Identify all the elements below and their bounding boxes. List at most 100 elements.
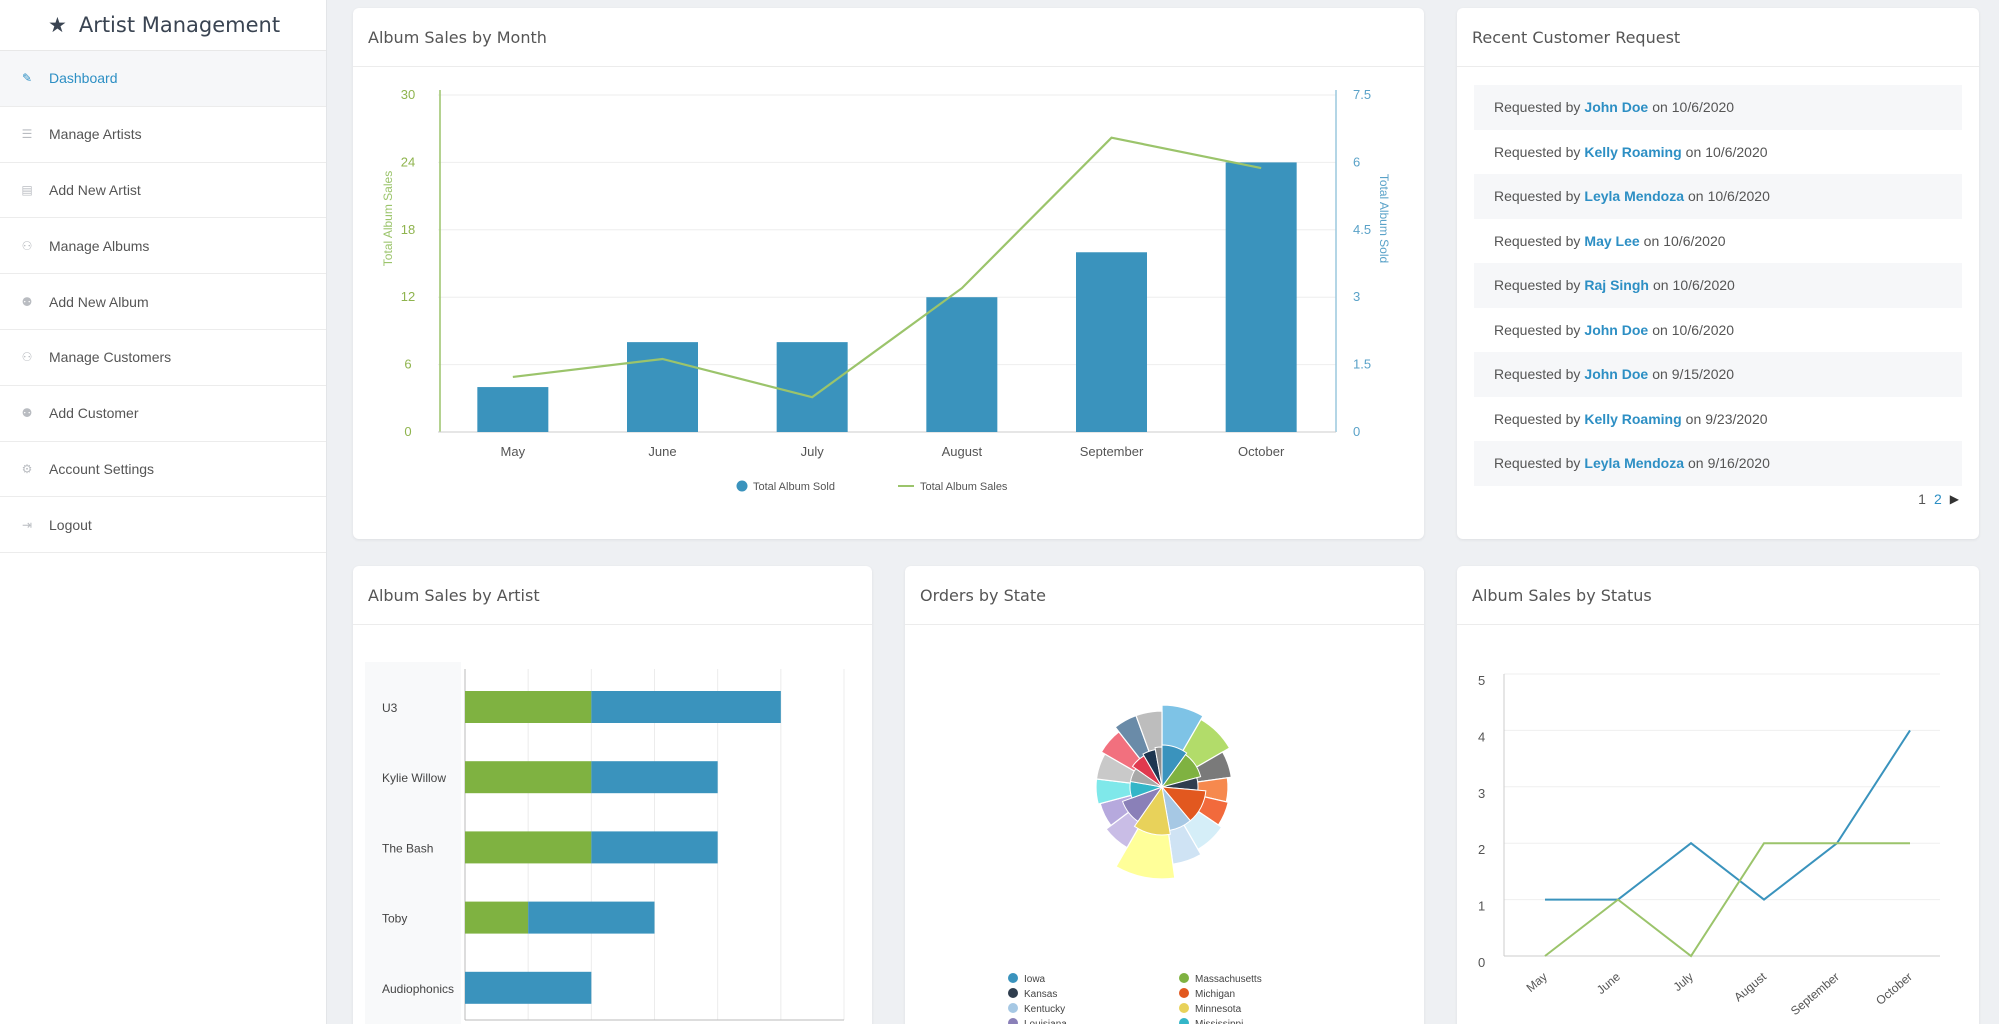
sidebar-item-label: Logout — [49, 516, 92, 533]
bar-total-album-sold — [926, 297, 998, 432]
request-row: Requested by Leyla Mendoza on 10/6/2020 — [1474, 174, 1962, 219]
customer-name-link[interactable]: Kelly Roaming — [1584, 410, 1682, 427]
y-right-axis-title: Total Album Sold — [1377, 174, 1391, 263]
customer-name-link[interactable]: John Doe — [1584, 366, 1649, 383]
card-header: Album Sales by Status — [1457, 566, 1979, 625]
x-tick-label: August — [942, 444, 983, 459]
bar-total-album-sold — [1225, 162, 1297, 432]
legend-marker — [1008, 988, 1018, 998]
bar-total-album-sold — [477, 387, 549, 432]
y-tick-label: 5 — [1478, 673, 1485, 688]
request-date: 10/6/2020 — [1671, 321, 1735, 338]
sidebar-item-manage-albums[interactable]: ⚇ Manage Albums — [0, 218, 326, 275]
sidebar-nav: ✎ Dashboard ☰ Manage Artists ▤ Add New Artist… — [0, 51, 326, 554]
x-tick-label: June — [1594, 969, 1623, 997]
sidebar-item-label: Account Settings — [49, 460, 155, 477]
page-2-link[interactable]: 2 — [1933, 491, 1942, 507]
request-on: on — [1652, 366, 1668, 383]
pagination: 1 2 ▶ — [1918, 491, 1959, 507]
line-total-album-sales — [512, 136, 1262, 399]
customer-name-link[interactable]: John Doe — [1584, 321, 1649, 338]
pie-slice — [1154, 746, 1163, 788]
status-line — [1544, 842, 1910, 958]
x-tick-label: May — [501, 444, 526, 459]
bar-total-album-sold — [1076, 252, 1147, 432]
request-date: 9/16/2020 — [1707, 455, 1770, 472]
legend-marker — [1008, 1003, 1018, 1013]
request-date: 10/6/2020 — [1663, 232, 1726, 249]
legend-label: Louisiana — [1024, 1019, 1067, 1024]
album-sales-by-status-chart: 0 1 2 3 4 5 May June July August September October — [1478, 673, 1940, 1018]
logout-icon: ⇥ — [21, 517, 33, 532]
customer-name-link[interactable]: Raj Singh — [1584, 277, 1649, 294]
legend-label: Mississippi — [1195, 1019, 1243, 1024]
x-tick-label: June — [648, 444, 676, 459]
users-icon: ⚇ — [21, 350, 33, 365]
triangle-right-icon[interactable]: ▶ — [1949, 492, 1959, 506]
card-header: Orders by State — [905, 566, 1424, 625]
request-prefix: Requested by — [1494, 410, 1581, 427]
legend-label: Minnesota — [1195, 1004, 1242, 1015]
request-on: on — [1652, 99, 1668, 116]
album-sales-by-month-chart: 0 6 12 18 24 30 0 1.5 3 4.5 6 7.5 Total Album Sales T… — [381, 87, 1391, 493]
sidebar-item-label: Dashboard — [49, 70, 118, 87]
sidebar-item-logout[interactable]: ⇥ Logout — [0, 497, 326, 554]
sidebar-item-add-new-artist[interactable]: ▤ Add New Artist — [0, 163, 326, 219]
customer-name-link[interactable]: Leyla Mendoza — [1584, 188, 1684, 205]
star-icon: ★ — [48, 13, 67, 37]
y-right-tick-label: 7.5 — [1353, 87, 1371, 102]
card-title: Orders by State — [920, 585, 1046, 605]
bar-segment — [465, 761, 592, 794]
request-row: Requested by May Lee on 10/6/2020 — [1474, 219, 1962, 264]
request-prefix: Requested by — [1494, 99, 1581, 116]
users-icon: ⚇ — [21, 238, 33, 253]
request-prefix: Requested by — [1494, 366, 1581, 383]
legend-label-total-album-sold: Total Album Sold — [753, 481, 835, 493]
bar-segment — [591, 761, 718, 794]
recent-customer-request-card: Recent Customer Request Requested by John… — [1457, 8, 1979, 539]
request-row: Requested by Raj Singh on 10/6/2020 — [1474, 263, 1962, 308]
sidebar-item-account-settings[interactable]: ⚙ Account Settings — [0, 442, 326, 498]
page-1-link[interactable]: 1 — [1918, 491, 1926, 507]
request-on: on — [1688, 188, 1704, 205]
legend-marker-total-album-sold — [736, 480, 748, 492]
legend-label-total-album-sales: Total Album Sales — [920, 481, 1008, 493]
customer-name-link[interactable]: May Lee — [1584, 232, 1640, 249]
orders-by-state-chart: Iowa Massachusetts Kansas Michigan Kentucky M… — [1008, 704, 1262, 1024]
request-on: on — [1685, 143, 1702, 160]
legend-marker — [1179, 1003, 1189, 1013]
request-date: 10/6/2020 — [1671, 99, 1735, 116]
y-tick-label: 1 — [1478, 899, 1485, 914]
y-tick-label: 0 — [1478, 955, 1485, 970]
album-sales-by-month-card: Album Sales by Month 0 6 12 18 24 30 0 1.5 3 4.5 6… — [353, 8, 1424, 539]
card-title: Album Sales by Status — [1472, 585, 1652, 605]
request-on: on — [1643, 232, 1660, 249]
sidebar-item-add-new-album[interactable]: ⚉ Add New Album — [0, 274, 326, 330]
sidebar-item-manage-artists[interactable]: ☰ Manage Artists — [0, 107, 326, 163]
bar-segment — [591, 691, 781, 723]
customer-name-link[interactable]: Leyla Mendoza — [1584, 455, 1684, 472]
legend-marker — [1008, 973, 1018, 983]
sidebar-item-dashboard[interactable]: ✎ Dashboard — [0, 51, 326, 107]
legend-label: Kansas — [1024, 989, 1057, 1000]
y-tick-label: 3 — [1478, 786, 1485, 801]
add-user-icon: ⚉ — [21, 406, 33, 421]
customer-name-link[interactable]: Kelly Roaming — [1584, 143, 1682, 160]
legend-marker — [1179, 973, 1189, 983]
brand: ★ Artist Management — [0, 0, 326, 51]
sidebar-item-add-customer[interactable]: ⚉ Add Customer — [0, 386, 326, 442]
pie-slice — [1121, 785, 1164, 823]
request-date: 9/23/2020 — [1705, 410, 1768, 427]
sidebar-item-label: Add Customer — [49, 405, 139, 422]
card-header: Album Sales by Artist — [353, 566, 872, 625]
request-prefix: Requested by — [1494, 455, 1581, 472]
card-title: Recent Customer Request — [1472, 27, 1681, 47]
pencil-icon: ✎ — [21, 71, 33, 86]
pie-slice — [1133, 785, 1171, 836]
request-row: Requested by John Doe on 10/6/2020 — [1474, 308, 1962, 353]
list-icon: ☰ — [21, 127, 33, 142]
request-prefix: Requested by — [1494, 232, 1581, 249]
sidebar-item-manage-customers[interactable]: ⚇ Manage Customers — [0, 330, 326, 386]
customer-name-link[interactable]: John Doe — [1584, 99, 1649, 116]
